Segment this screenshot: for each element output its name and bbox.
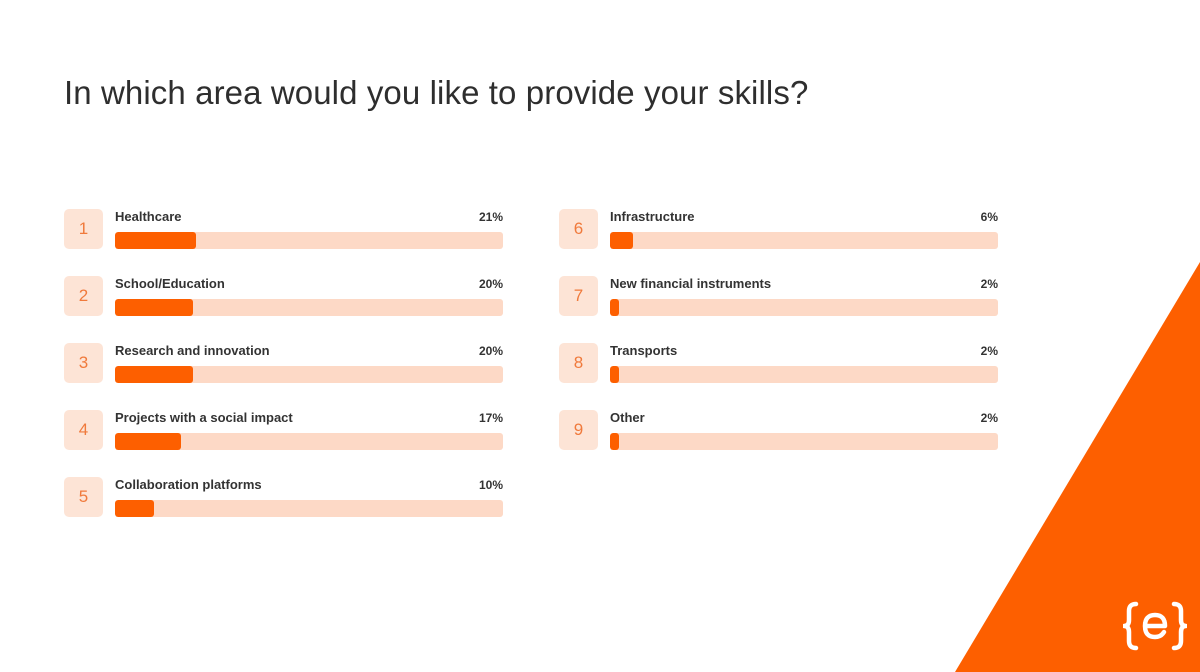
bar-value-label: 6% xyxy=(980,210,998,224)
bar-track xyxy=(610,232,998,249)
bar-fill xyxy=(115,299,193,316)
rank-number: 8 xyxy=(559,343,598,383)
bar-label: School/Education xyxy=(115,276,225,291)
bar-fill xyxy=(115,366,193,383)
rank-number: 1 xyxy=(64,209,103,249)
bar-value-label: 17% xyxy=(478,411,503,425)
bar-value-label: 20% xyxy=(478,344,503,358)
brand-logo xyxy=(1121,596,1189,656)
bar-fill xyxy=(115,433,181,450)
curly-brace-e-logo-icon xyxy=(1123,601,1187,651)
bar-track xyxy=(610,366,998,383)
bar-value-label: 2% xyxy=(980,344,998,358)
bar-label: Transports xyxy=(610,343,678,358)
bar-value-label: 10% xyxy=(478,478,503,492)
bar-fill xyxy=(610,232,634,249)
bar-value-label: 21% xyxy=(478,210,503,224)
bar-label: Healthcare xyxy=(115,209,182,224)
bar-track xyxy=(610,433,998,450)
bar-fill xyxy=(610,299,619,316)
bar-item: 8 Transports 2% xyxy=(559,343,999,383)
bar-label: Research and innovation xyxy=(115,343,270,358)
bar-item: 6 Infrastructure 6% xyxy=(559,209,999,249)
bar-item: 1 Healthcare 21% xyxy=(64,209,504,249)
bar-fill xyxy=(610,433,619,450)
bar-track xyxy=(115,232,503,249)
bar-label: Other xyxy=(610,410,645,425)
rank-number: 2 xyxy=(64,276,103,316)
rank-number: 3 xyxy=(64,343,103,383)
bar-item: 2 School/Education 20% xyxy=(64,276,504,316)
bar-value-label: 2% xyxy=(980,277,998,291)
bar-track xyxy=(115,433,503,450)
bar-fill xyxy=(115,500,154,517)
bar-item: 9 Other 2% xyxy=(559,410,999,450)
bar-value-label: 2% xyxy=(980,411,998,425)
bar-item: 3 Research and innovation 20% xyxy=(64,343,504,383)
bar-label: Collaboration platforms xyxy=(115,477,262,492)
rank-number: 4 xyxy=(64,410,103,450)
bar-track xyxy=(115,366,503,383)
bar-fill xyxy=(610,366,619,383)
bar-chart-left-column: 1 Healthcare 21% 2 School/Education 20% 3 Resea… xyxy=(64,209,504,544)
rank-number: 9 xyxy=(559,410,598,450)
rank-number: 5 xyxy=(64,477,103,517)
bar-track xyxy=(610,299,998,316)
bar-chart-right-column: 6 Infrastructure 6% 7 New financial instrume… xyxy=(559,209,999,477)
rank-number: 6 xyxy=(559,209,598,249)
rank-number: 7 xyxy=(559,276,598,316)
bar-item: 4 Projects with a social impact 17% xyxy=(64,410,504,450)
page-title: In which area would you like to provide … xyxy=(64,74,809,111)
bar-value-label: 20% xyxy=(478,277,503,291)
bar-label: New financial instruments xyxy=(610,276,772,291)
bar-track xyxy=(115,299,503,316)
bar-item: 7 New financial instruments 2% xyxy=(559,276,999,316)
bar-track xyxy=(115,500,503,517)
bar-label: Projects with a social impact xyxy=(115,410,293,425)
bar-label: Infrastructure xyxy=(610,209,695,224)
bar-item: 5 Collaboration platforms 10% xyxy=(64,477,504,517)
bar-fill xyxy=(115,232,197,249)
